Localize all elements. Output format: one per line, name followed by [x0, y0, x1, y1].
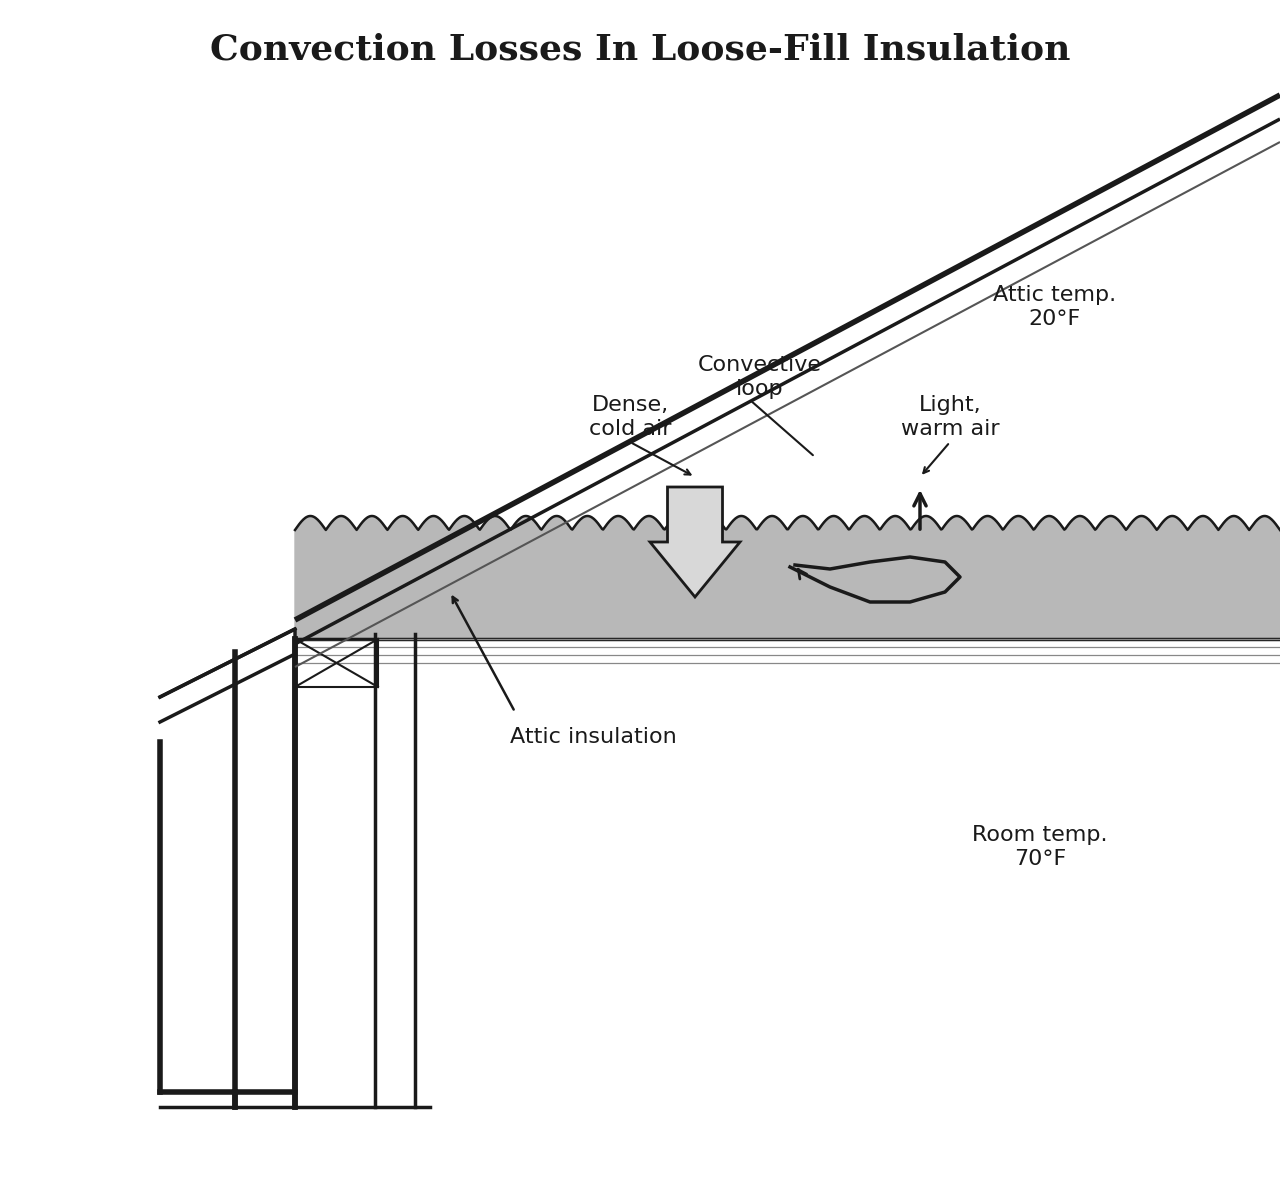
Text: Light,
warm air: Light, warm air: [901, 395, 1000, 439]
Text: Convection Losses In Loose-Fill Insulation: Convection Losses In Loose-Fill Insulati…: [210, 32, 1070, 66]
Polygon shape: [160, 629, 294, 1092]
Text: Convective
loop: Convective loop: [698, 355, 822, 399]
Text: Dense,
cold air: Dense, cold air: [589, 395, 671, 439]
Text: Room temp.
70°F: Room temp. 70°F: [973, 825, 1107, 869]
Text: Attic insulation: Attic insulation: [509, 726, 677, 747]
Polygon shape: [650, 487, 740, 597]
Polygon shape: [294, 516, 1280, 639]
Text: Attic temp.
20°F: Attic temp. 20°F: [993, 285, 1116, 329]
